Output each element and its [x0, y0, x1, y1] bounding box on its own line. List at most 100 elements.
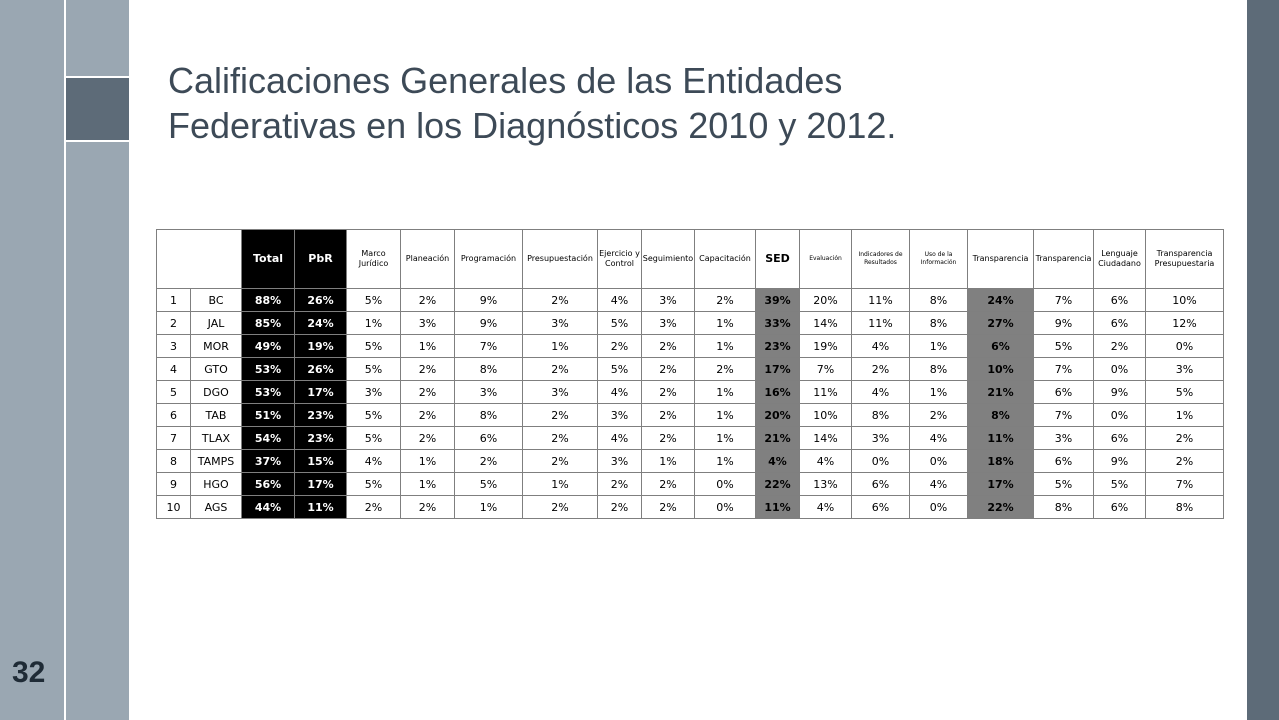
score-cell: 3% [400, 311, 455, 335]
header-cell: Programación [454, 229, 523, 289]
score-cell: 21% [755, 426, 800, 450]
entity-name: GTO [190, 357, 242, 381]
score-cell: 2% [400, 380, 455, 404]
row-number: 3 [156, 334, 191, 358]
score-cell: 6% [851, 495, 910, 519]
score-cell: 3% [346, 380, 401, 404]
score-cell: 2% [641, 472, 695, 496]
score-cell: 8% [454, 403, 523, 427]
score-cell: 5% [454, 472, 523, 496]
score-cell: 8% [1033, 495, 1094, 519]
score-cell: 88% [241, 288, 295, 312]
row-number: 7 [156, 426, 191, 450]
score-cell: 2% [400, 357, 455, 381]
score-cell: 2% [1145, 426, 1224, 450]
score-cell: 22% [755, 472, 800, 496]
score-cell: 0% [1093, 357, 1146, 381]
score-cell: 4% [851, 334, 910, 358]
score-cell: 0% [1145, 334, 1224, 358]
score-cell: 2% [1145, 449, 1224, 473]
score-cell: 5% [346, 334, 401, 358]
score-cell: 8% [909, 357, 968, 381]
score-cell: 4% [909, 426, 968, 450]
entity-name: HGO [190, 472, 242, 496]
score-cell: 23% [294, 426, 347, 450]
score-cell: 5% [346, 288, 401, 312]
score-cell: 37% [241, 449, 295, 473]
score-cell: 14% [799, 311, 852, 335]
score-cell: 51% [241, 403, 295, 427]
header-cell: PbR [294, 229, 347, 289]
header-cell: Planeación [400, 229, 455, 289]
score-cell: 10% [799, 403, 852, 427]
score-cell: 5% [1033, 472, 1094, 496]
header-cell: Uso de la Información [909, 229, 968, 289]
score-cell: 17% [294, 380, 347, 404]
score-cell: 6% [1093, 288, 1146, 312]
score-cell: 2% [522, 449, 598, 473]
score-cell: 7% [799, 357, 852, 381]
table-row: 7 TLAX 54% 23% 5% 2% 6% 2% 4% 2% 1% 21% 14% 3% 4% 11% 3%… [156, 426, 1224, 450]
left-separator-top [66, 76, 129, 78]
row-number: 9 [156, 472, 191, 496]
score-cell: 3% [597, 403, 642, 427]
score-cell: 9% [454, 288, 523, 312]
score-cell: 18% [967, 449, 1034, 473]
score-cell: 21% [967, 380, 1034, 404]
score-cell: 4% [799, 495, 852, 519]
score-cell: 2% [400, 288, 455, 312]
score-cell: 6% [851, 472, 910, 496]
score-cell: 17% [967, 472, 1034, 496]
score-cell: 8% [909, 311, 968, 335]
score-cell: 2% [1093, 334, 1146, 358]
score-cell: 53% [241, 380, 295, 404]
score-cell: 12% [1145, 311, 1224, 335]
score-cell: 2% [522, 403, 598, 427]
score-cell: 0% [851, 449, 910, 473]
score-cell: 6% [1093, 426, 1146, 450]
score-cell: 1% [694, 403, 756, 427]
score-cell: 1% [346, 311, 401, 335]
header-corner [156, 229, 242, 289]
score-cell: 7% [1145, 472, 1224, 496]
table-row: 10 AGS 44% 11% 2% 2% 1% 2% 2% 2% 0% 11% 4% 6% 0% 22% 8% 6… [156, 495, 1224, 519]
score-cell: 2% [641, 403, 695, 427]
score-cell: 3% [1145, 357, 1224, 381]
score-cell: 1% [522, 334, 598, 358]
score-cell: 7% [1033, 357, 1094, 381]
score-cell: 3% [641, 288, 695, 312]
score-cell: 11% [294, 495, 347, 519]
score-cell: 9% [454, 311, 523, 335]
row-number: 2 [156, 311, 191, 335]
score-cell: 24% [967, 288, 1034, 312]
header-cell: Capacitación [694, 229, 756, 289]
table-row: 3 MOR 49% 19% 5% 1% 7% 1% 2% 2% 1% 23% 19% 4% 1% 6% 5% 2%… [156, 334, 1224, 358]
score-cell: 11% [755, 495, 800, 519]
score-cell: 5% [1093, 472, 1146, 496]
score-cell: 1% [641, 449, 695, 473]
score-cell: 39% [755, 288, 800, 312]
score-cell: 8% [909, 288, 968, 312]
left-accent-block [66, 78, 129, 140]
row-number: 1 [156, 288, 191, 312]
score-cell: 1% [522, 472, 598, 496]
entity-name: TLAX [190, 426, 242, 450]
score-cell: 3% [454, 380, 523, 404]
left-separator-bottom [66, 140, 129, 142]
score-cell: 10% [1145, 288, 1224, 312]
score-cell: 1% [400, 472, 455, 496]
score-cell: 4% [909, 472, 968, 496]
score-cell: 10% [967, 357, 1034, 381]
score-cell: 4% [799, 449, 852, 473]
score-cell: 26% [294, 357, 347, 381]
score-cell: 7% [1033, 288, 1094, 312]
score-cell: 1% [694, 311, 756, 335]
score-cell: 1% [694, 449, 756, 473]
score-cell: 6% [1033, 380, 1094, 404]
score-cell: 9% [1093, 449, 1146, 473]
header-cell: Transparencia [1033, 229, 1094, 289]
score-cell: 6% [454, 426, 523, 450]
score-cell: 4% [346, 449, 401, 473]
row-number: 6 [156, 403, 191, 427]
header-cell: Indicadores de Resultados [851, 229, 910, 289]
